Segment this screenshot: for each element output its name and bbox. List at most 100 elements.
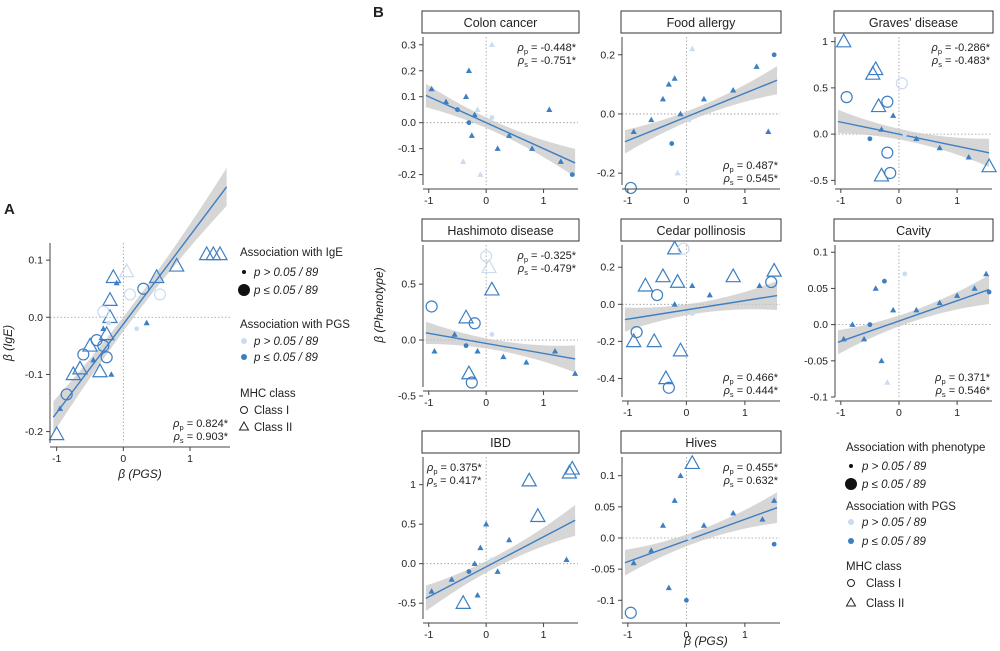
regression-line xyxy=(624,294,778,321)
y-tick-label: 0.0 xyxy=(28,312,43,324)
x-tick-label: 1 xyxy=(742,195,748,207)
data-point-triangle xyxy=(873,167,890,182)
scatter-plot-food-allergy: Food allergy -1 0 1 -0.2 0.0 0.2 ρp = 0.487*ρs … xyxy=(597,10,782,207)
legend-b-phen-title: Association with phenotype xyxy=(846,442,985,454)
data-point-triangle xyxy=(864,65,881,80)
data-point-triangle xyxy=(872,285,879,291)
data-point-triangle xyxy=(971,285,978,291)
data-point-triangle xyxy=(48,425,65,441)
data-point-triangle xyxy=(105,268,122,284)
rho-spearman: ρs = -0.479* xyxy=(517,263,577,277)
data-point-triangle xyxy=(890,112,897,118)
data-point-circle xyxy=(677,242,690,255)
y-axis-label: β (IgE) xyxy=(1,325,15,362)
data-point-circle xyxy=(651,288,664,302)
data-point-triangle xyxy=(477,171,484,177)
panel-title-box xyxy=(620,10,782,34)
y-tick-label: -0.05 xyxy=(591,564,615,576)
data-point-triangle xyxy=(654,267,672,283)
data-point-triangle xyxy=(771,497,778,503)
data-point-triangle xyxy=(766,262,783,277)
data-point-triangle xyxy=(457,309,475,324)
data-point-triangle xyxy=(483,281,500,296)
data-point-triangle xyxy=(462,93,470,99)
data-point-triangle xyxy=(648,547,655,553)
legend-b-mhc-title: MHC class xyxy=(846,561,902,573)
y-tick-label: 0.2 xyxy=(401,65,416,77)
data-point-triangle xyxy=(965,154,972,160)
y-tick-label: -0.5 xyxy=(398,390,416,402)
data-point-triangle xyxy=(684,454,701,470)
x-tick-label: -1 xyxy=(424,629,433,641)
y-tick-label: -0.1 xyxy=(25,369,43,381)
data-point-circle xyxy=(463,343,469,349)
x-tick-label: 0 xyxy=(483,195,489,207)
data-point-circle xyxy=(466,569,472,574)
confidence-band xyxy=(425,321,576,373)
data-point-triangle xyxy=(646,332,663,348)
rho-spearman: ρs = -0.483* xyxy=(931,55,991,69)
data-point-circle xyxy=(489,332,495,337)
data-point-triangle xyxy=(564,460,581,475)
data-point-triangle xyxy=(671,75,678,81)
data-point-triangle xyxy=(730,509,737,516)
scatter-plot-hives: Hives -1 0 1 0.1 0.05 0.0 -0.05 -0.1 ρp = 0.455*ρ… xyxy=(591,430,782,641)
x-tick-label: 0 xyxy=(683,629,689,641)
data-point-circle xyxy=(686,117,692,123)
y-tick-label: 1 xyxy=(822,36,828,48)
data-point-circle xyxy=(106,320,112,326)
panel-title-box xyxy=(620,430,782,454)
panel-b-x-axis-label: β (PGS) xyxy=(683,634,728,648)
data-point-triangle xyxy=(878,357,885,364)
data-point-triangle xyxy=(648,116,655,123)
data-point-triangle xyxy=(840,335,847,342)
data-point-triangle xyxy=(528,145,536,151)
data-point-triangle xyxy=(672,342,689,357)
data-point-triangle xyxy=(625,332,642,348)
y-tick-label: 0.2 xyxy=(600,49,615,61)
legend-a-dark-dot xyxy=(241,354,247,360)
data-point-triangle xyxy=(913,135,920,142)
legend-b-class1: Class I xyxy=(866,578,901,590)
data-point-triangle xyxy=(143,319,150,326)
y-tick-label: -0.2 xyxy=(597,168,615,180)
rho-pearson: ρp = 0.824* xyxy=(172,418,229,432)
data-point-triangle xyxy=(677,110,684,117)
data-point-triangle xyxy=(759,516,766,522)
panel-title-box xyxy=(833,218,994,242)
legend-b-phen-large: p ≤ 0.05 / 89 xyxy=(861,479,926,491)
y-tick-label: -0.1 xyxy=(810,392,828,404)
y-tick-label: 0.1 xyxy=(28,255,43,267)
y-tick-label: 0.0 xyxy=(813,129,828,141)
rho-pearson: ρp = 0.455* xyxy=(722,462,779,476)
y-tick-label: -0.1 xyxy=(597,595,615,607)
data-point-circle xyxy=(489,115,495,120)
data-point-circle xyxy=(97,339,110,352)
x-tick-label: 0 xyxy=(683,195,689,207)
data-point-circle xyxy=(97,305,110,318)
y-tick-label: -0.2 xyxy=(25,426,43,438)
x-tick-label: -1 xyxy=(424,397,433,409)
data-point-triangle xyxy=(677,472,684,478)
data-point-circle xyxy=(455,107,460,113)
legend-a-ige-small: p > 0.05 / 89 xyxy=(253,267,319,279)
y-tick-label: 0.0 xyxy=(813,319,828,331)
data-point-triangle xyxy=(706,291,713,298)
x-tick-label: -1 xyxy=(52,453,61,465)
scatter-plot-graves-disease: Graves' disease -1 0 1 -0.5 0.0 0.5 1 ρp = -0.28… xyxy=(810,10,998,207)
legend-b-phen-small: p > 0.05 / 89 xyxy=(861,461,927,473)
data-point-triangle xyxy=(471,111,478,118)
data-point-triangle xyxy=(168,257,185,272)
y-tick-label: 0.1 xyxy=(600,470,615,482)
data-point-circle xyxy=(465,376,478,389)
data-point-triangle xyxy=(753,63,760,69)
data-point-triangle xyxy=(671,301,678,307)
y-tick-label: 0.0 xyxy=(401,335,416,347)
regression-line xyxy=(837,120,990,154)
x-axis-label: β (PGS) xyxy=(117,467,162,481)
legend-b-pgs-title: Association with PGS xyxy=(846,501,956,513)
data-point-triangle xyxy=(981,157,998,173)
data-point-triangle xyxy=(483,520,490,527)
data-point-triangle xyxy=(563,556,570,562)
data-point-triangle xyxy=(700,522,708,528)
